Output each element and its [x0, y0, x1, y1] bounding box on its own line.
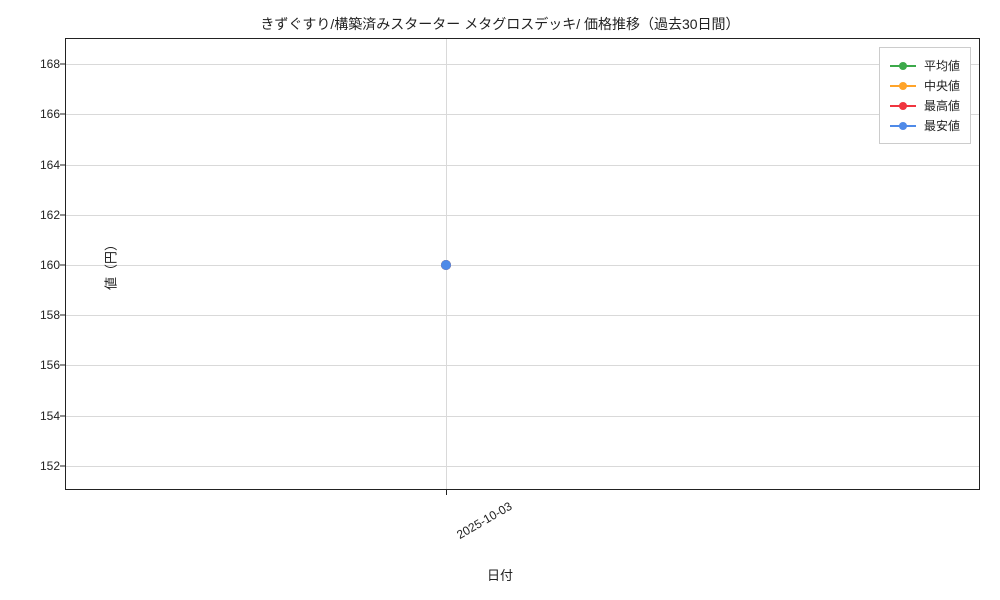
legend-item-最高値[interactable]: 最高値 [890, 97, 960, 114]
legend-label-最高値: 最高値 [924, 97, 960, 114]
legend-swatch-最安値 [890, 125, 916, 127]
gridline-horizontal-160 [66, 265, 979, 266]
ytick-mark-164 [60, 164, 66, 165]
ytick-label-158: 158 [40, 308, 60, 322]
legend-label-平均値: 平均値 [924, 57, 960, 74]
ytick-mark-158 [60, 315, 66, 316]
ytick-label-156: 156 [40, 358, 60, 372]
ytick-label-160: 160 [40, 258, 60, 272]
gridline-horizontal-166 [66, 114, 979, 115]
ytick-label-164: 164 [40, 158, 60, 172]
legend: 平均値中央値最高値最安値 [879, 47, 971, 144]
ytick-mark-152 [60, 465, 66, 466]
gridline-horizontal-168 [66, 64, 979, 65]
gridline-horizontal-152 [66, 466, 979, 467]
ytick-mark-166 [60, 114, 66, 115]
ytick-mark-154 [60, 415, 66, 416]
legend-label-最安値: 最安値 [924, 117, 960, 134]
data-point-最安値-0[interactable] [441, 260, 451, 270]
xtick-label-0[interactable]: 2025-10-03 [454, 499, 514, 542]
gridline-horizontal-164 [66, 165, 979, 166]
gridline-horizontal-162 [66, 215, 979, 216]
ytick-label-152: 152 [40, 459, 60, 473]
ytick-label-166: 166 [40, 107, 60, 121]
legend-swatch-中央値 [890, 85, 916, 87]
ytick-label-154: 154 [40, 409, 60, 423]
gridline-horizontal-158 [66, 315, 979, 316]
chart-title: きずぐすり/構築済みスターター メタグロスデッキ/ 価格推移（過去30日間） [0, 14, 1000, 34]
legend-item-中央値[interactable]: 中央値 [890, 77, 960, 94]
xtick-mark-0 [446, 489, 447, 495]
ytick-mark-156 [60, 365, 66, 366]
gridline-horizontal-156 [66, 365, 979, 366]
legend-item-最安値[interactable]: 最安値 [890, 117, 960, 134]
plot-area: 152 154 156 158 160 162 164 166 168 2025-10-03 平… [65, 38, 980, 490]
legend-label-中央値: 中央値 [924, 77, 960, 94]
ytick-mark-160 [60, 265, 66, 266]
ytick-mark-162 [60, 214, 66, 215]
x-axis-title: 日付 [487, 565, 513, 584]
gridline-horizontal-154 [66, 416, 979, 417]
ytick-mark-168 [60, 64, 66, 65]
legend-swatch-最高値 [890, 105, 916, 107]
y-axis-title: 値（円） [101, 238, 120, 290]
legend-item-平均値[interactable]: 平均値 [890, 57, 960, 74]
ytick-label-162: 162 [40, 208, 60, 222]
chart-container: きずぐすり/構築済みスターター メタグロスデッキ/ 価格推移（過去30日間） 1… [0, 0, 1000, 600]
ytick-label-168: 168 [40, 57, 60, 71]
legend-swatch-平均値 [890, 65, 916, 67]
